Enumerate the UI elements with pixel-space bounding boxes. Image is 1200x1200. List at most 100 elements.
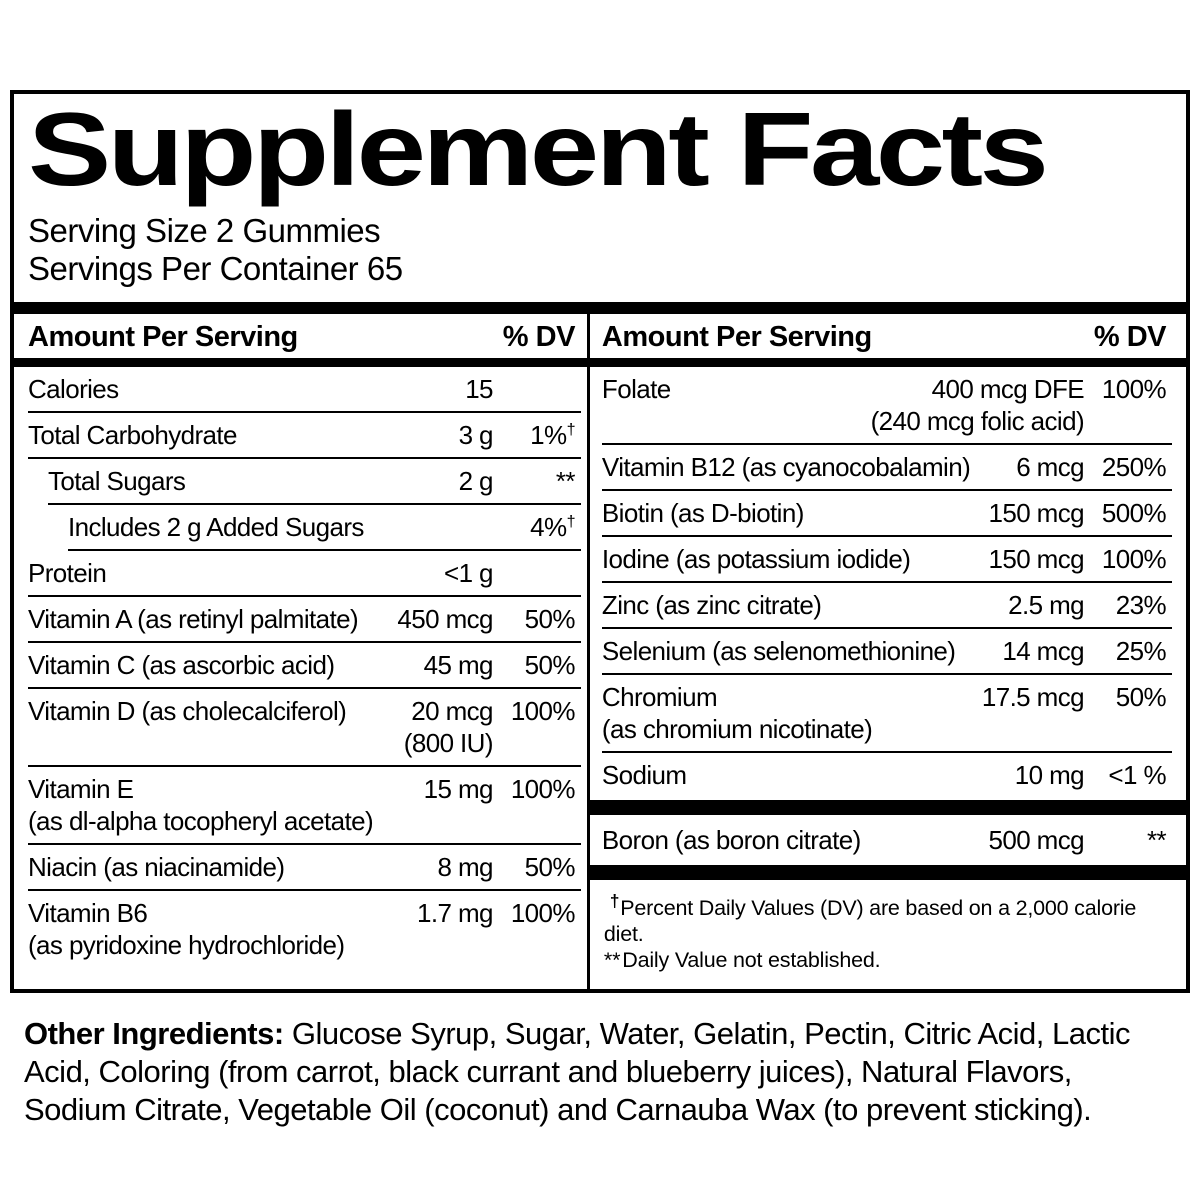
row-separator (68, 549, 581, 551)
nutrient-dv: 50% (524, 852, 576, 882)
nutrient-row: Total Carbohydrate 3 g 1%† (14, 413, 587, 457)
nutrient-amount: 15 mg (423, 773, 494, 805)
dagger-marker: † (566, 512, 576, 531)
nutrient-amount-line: 500 mcg (988, 825, 1084, 855)
amount-per-serving-header: Amount Per Serving (601, 321, 872, 353)
right-nutrient-rows: Folate 400 mcg DFE (240 mcg folic acid) 100… (589, 367, 1186, 883)
nutrient-amount-line: 14 mcg (1002, 636, 1084, 666)
nutrient-amount: 17.5 mcg (981, 681, 1085, 713)
nutrient-name: Includes 2 g Added Sugars (28, 511, 483, 543)
percent-dv-header: % DV (502, 321, 576, 353)
left-nutrient-rows: Calories 15 Total Carbohydrate 3 g 1%† Total … (14, 367, 587, 967)
nutrient-dv: 50% (1115, 682, 1167, 712)
row-separator (601, 581, 1172, 583)
nutrient-name-sub: (as dl-alpha tocopheryl acetate) (28, 806, 374, 836)
nutrients-table: Amount Per Serving % DV Calories 15 Total … (14, 302, 1186, 989)
nutrient-amount: 450 mcg (397, 603, 493, 635)
nutrient-dv: 4%† (530, 512, 576, 542)
page-title-text: Supplement Facts (28, 92, 1049, 208)
serving-info: Serving Size 2 Gummies Servings Per Cont… (28, 212, 1172, 288)
nutrient-amount: 15 (465, 373, 493, 405)
nutrient-name: Protein (28, 557, 434, 589)
nutrient-name-line: Vitamin C (as ascorbic acid) (28, 650, 335, 680)
nutrient-name-line: Sodium (601, 760, 687, 790)
nutrient-amount-line: 450 mcg (397, 604, 493, 634)
nutrient-name-line: Vitamin B12 (as cyanocobalamin) (601, 452, 971, 482)
footnote-not-established: **Daily Value not established. (604, 947, 1170, 973)
row-separator (601, 535, 1172, 537)
row-separator (28, 765, 581, 767)
nutrient-row: Vitamin E (as dl-alpha tocopheryl acetate… (14, 767, 587, 843)
nutrient-dv: 50% (524, 650, 576, 680)
supplement-facts-label: Supplement Facts Serving Size 2 Gummies … (10, 90, 1190, 1129)
nutrient-amount-sub: (240 mcg folic acid) (870, 406, 1085, 436)
left-column: Amount Per Serving % DV Calories 15 Total … (14, 314, 587, 989)
nutrient-row: Calories 15 (14, 367, 587, 411)
nutrient-name-line: Folate (601, 374, 671, 404)
footnotes: †Percent Daily Values (DV) are based on … (590, 883, 1186, 989)
nutrient-name: Folate (602, 373, 861, 405)
nutrient-amount-line: 8 mg (437, 852, 494, 882)
nutrient-name-line: Protein (28, 558, 107, 588)
nutrient-amount: <1 g (444, 557, 494, 589)
thick-divider-bar (589, 800, 1186, 815)
row-separator (601, 489, 1172, 491)
right-column-header: Amount Per Serving % DV (589, 314, 1186, 367)
nutrient-row: Vitamin B12 (as cyanocobalamin) 6 mcg 250% (590, 445, 1186, 489)
nutrient-name-line: Zinc (as zinc citrate) (601, 590, 822, 620)
nutrient-name-line: Iodine (as potassium iodide) (601, 544, 911, 574)
nutrient-amount-line: 2.5 mg (1008, 590, 1084, 620)
row-separator (28, 889, 581, 891)
nutrient-name: Boron (as boron citrate) (602, 824, 979, 856)
nutrient-name: Vitamin B12 (as cyanocobalamin) (602, 451, 1006, 483)
dagger-marker: † (566, 420, 576, 439)
nutrient-amount: 10 mg (1014, 759, 1085, 791)
nutrient-amount-line: 1.7 mg (417, 898, 493, 928)
nutrient-row: Vitamin A (as retinyl palmitate) 450 mcg 5… (14, 597, 587, 641)
nutrient-name: Niacin (as niacinamide) (28, 851, 428, 883)
nutrient-name-line: Vitamin A (as retinyl palmitate) (28, 604, 359, 634)
row-separator (601, 751, 1172, 753)
nutrient-amount-line: 150 mcg (988, 498, 1084, 528)
other-ingredients-label: Other Ingredients: (24, 1016, 284, 1051)
percent-dv-header: % DV (1093, 321, 1167, 353)
other-ingredients: Other Ingredients: Glucose Syrup, Sugar,… (24, 1015, 1176, 1129)
nutrient-amount-line: 17.5 mcg (981, 682, 1085, 712)
nutrient-dv: ** (555, 466, 576, 496)
nutrient-dv: 100% (510, 774, 576, 804)
nutrient-amount: 3 g (459, 419, 494, 451)
nutrient-amount: 20 mcg (800 IU) (404, 695, 494, 759)
nutrient-row: Vitamin C (as ascorbic acid) 45 mg 50% (14, 643, 587, 687)
nutrient-amount: 45 mg (424, 649, 494, 681)
nutrient-amount: 2.5 mg (1008, 589, 1084, 621)
nutrient-row: Selenium (as selenomethionine) 14 mcg 25% (590, 629, 1186, 673)
nutrient-name: Vitamin D (as cholecalciferol) (28, 695, 394, 727)
dagger-marker: † (609, 890, 620, 911)
nutrient-name-line: Selenium (as selenomethionine) (601, 636, 956, 666)
nutrient-dv: 23% (1115, 590, 1167, 620)
nutrient-amount-line: 10 mg (1014, 760, 1085, 790)
nutrient-dv: <1 % (1108, 760, 1166, 790)
nutrient-row: Boron (as boron citrate) 500 mcg ** (590, 818, 1186, 862)
nutrient-amount-line: 15 mg (423, 774, 494, 804)
facts-panel: Supplement Facts Serving Size 2 Gummies … (10, 90, 1190, 993)
nutrient-name-line: Biotin (as D-biotin) (601, 498, 804, 528)
nutrient-name-line: Vitamin B6 (28, 898, 148, 928)
nutrient-name: Selenium (as selenomethionine) (602, 635, 992, 667)
asterisks-marker: ** (603, 948, 621, 972)
nutrient-row: Folate 400 mcg DFE (240 mcg folic acid) 100… (590, 367, 1186, 443)
nutrient-dv: 250% (1101, 452, 1167, 482)
servings-per-container: Servings Per Container 65 (28, 250, 403, 287)
nutrient-name: Iodine (as potassium iodide) (602, 543, 979, 575)
footnote-not-established-text: Daily Value not established. (622, 948, 881, 972)
nutrient-dv: 100% (510, 696, 576, 726)
nutrient-amount: 6 mcg (1016, 451, 1084, 483)
row-separator (601, 673, 1172, 675)
nutrient-name-sub: (as pyridoxine hydrochloride) (28, 930, 345, 960)
nutrient-name: Calories (28, 373, 455, 405)
nutrient-row: Iodine (as potassium iodide) 150 mcg 100% (590, 537, 1186, 581)
nutrient-row: Niacin (as niacinamide) 8 mg 50% (14, 845, 587, 889)
nutrient-name: Total Carbohydrate (28, 419, 449, 451)
nutrient-name-line: Total Sugars (48, 466, 186, 496)
nutrient-name-sub: (as chromium nicotinate) (601, 714, 873, 744)
